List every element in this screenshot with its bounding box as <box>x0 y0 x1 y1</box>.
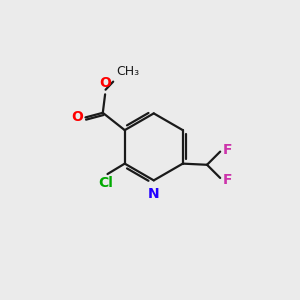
Text: F: F <box>223 173 232 187</box>
Text: CH₃: CH₃ <box>117 65 140 78</box>
Text: F: F <box>223 143 232 157</box>
Text: O: O <box>71 110 83 124</box>
Text: Cl: Cl <box>98 176 113 190</box>
Text: N: N <box>148 187 160 201</box>
Text: O: O <box>100 76 112 90</box>
